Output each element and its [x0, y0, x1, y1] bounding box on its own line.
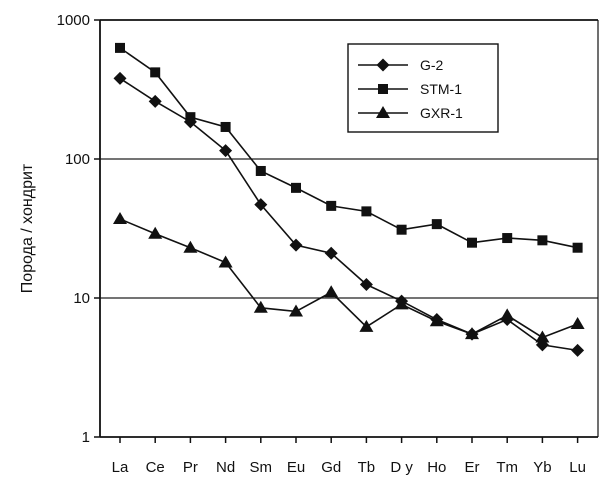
- data-point-square: [291, 182, 301, 193]
- data-point-triangle: [394, 297, 409, 310]
- data-point-diamond: [324, 246, 338, 260]
- data-point-diamond: [289, 238, 303, 252]
- data-point-triangle: [535, 330, 550, 343]
- data-point-triangle: [359, 319, 374, 332]
- y-axis-title: Порода / хондрит: [19, 163, 36, 293]
- data-point-triangle: [570, 317, 585, 330]
- y-tick-labels: 1 10 100 1000: [57, 12, 90, 446]
- x-tick-label: La: [112, 459, 129, 476]
- x-tick-label: Tb: [358, 459, 376, 476]
- x-tick-label: Sm: [250, 459, 273, 476]
- series-line: [119, 77, 578, 352]
- data-point-square: [150, 67, 161, 78]
- data-point-diamond: [113, 71, 127, 85]
- data-point-triangle: [183, 240, 198, 253]
- data-point-square: [537, 235, 548, 246]
- x-tick-label: Tm: [496, 459, 518, 476]
- y-tick-label: 100: [65, 151, 90, 168]
- data-point-triangle: [253, 300, 268, 313]
- data-point-diamond: [219, 144, 233, 158]
- data-point-diamond: [376, 58, 390, 72]
- data-point-diamond: [571, 343, 585, 357]
- x-tick-label: Gd: [321, 459, 341, 476]
- data-point-triangle: [465, 327, 479, 340]
- series-GXR-1: [113, 212, 585, 343]
- x-tick-label: Lu: [569, 459, 586, 476]
- data-point-triangle: [218, 255, 233, 268]
- y-tick-label: 1000: [57, 12, 90, 29]
- data-point-triangle: [324, 285, 339, 298]
- data-point-square: [378, 84, 388, 94]
- data-point-triangle: [148, 226, 163, 239]
- x-tick-label: Nd: [216, 459, 235, 476]
- data-point-square: [502, 233, 513, 244]
- data-point-diamond: [359, 278, 373, 292]
- data-point-triangle: [113, 212, 127, 225]
- x-tick-label: Yb: [533, 459, 551, 476]
- data-point-square: [361, 206, 372, 217]
- series-STM-1: [115, 42, 583, 253]
- y-tick-label: 10: [73, 290, 90, 307]
- legend-label: STM-1: [420, 81, 462, 97]
- data-point-triangle: [429, 314, 444, 327]
- data-point-diamond: [254, 198, 268, 212]
- grid-lines: [100, 158, 598, 299]
- data-point-triangle: [289, 304, 303, 317]
- data-series: [113, 42, 585, 357]
- data-point-triangle: [500, 308, 515, 321]
- data-point-square: [326, 200, 337, 211]
- data-point-square: [220, 121, 231, 132]
- data-point-diamond: [148, 94, 162, 108]
- legend-box: [347, 43, 499, 133]
- y-tick-label: 1: [82, 429, 90, 446]
- axes: [94, 19, 599, 443]
- data-point-square: [255, 165, 266, 176]
- x-tick-labels: La Ce Pr Nd Sm Eu Gd Tb D y Ho Er Tm Yb Lu: [112, 459, 586, 476]
- data-point-square: [185, 112, 196, 123]
- x-tick-label: Eu: [287, 459, 305, 476]
- x-tick-label: D y: [390, 459, 413, 476]
- data-point-square: [431, 219, 442, 230]
- data-point-square: [115, 42, 125, 53]
- legend: G-2 STM-1 GXR-1: [347, 43, 499, 133]
- data-point-square: [396, 224, 407, 235]
- x-tick-label: Er: [465, 459, 480, 476]
- data-point-square: [572, 242, 583, 253]
- legend-label: G-2: [420, 57, 444, 73]
- x-tick-label: Ho: [427, 459, 446, 476]
- series-line: [119, 47, 578, 249]
- x-tick-label: Pr: [183, 459, 198, 476]
- x-tick-label: Ce: [146, 459, 165, 476]
- legend-label: GXR-1: [420, 105, 463, 121]
- data-point-square: [467, 237, 477, 248]
- data-point-triangle: [376, 106, 390, 118]
